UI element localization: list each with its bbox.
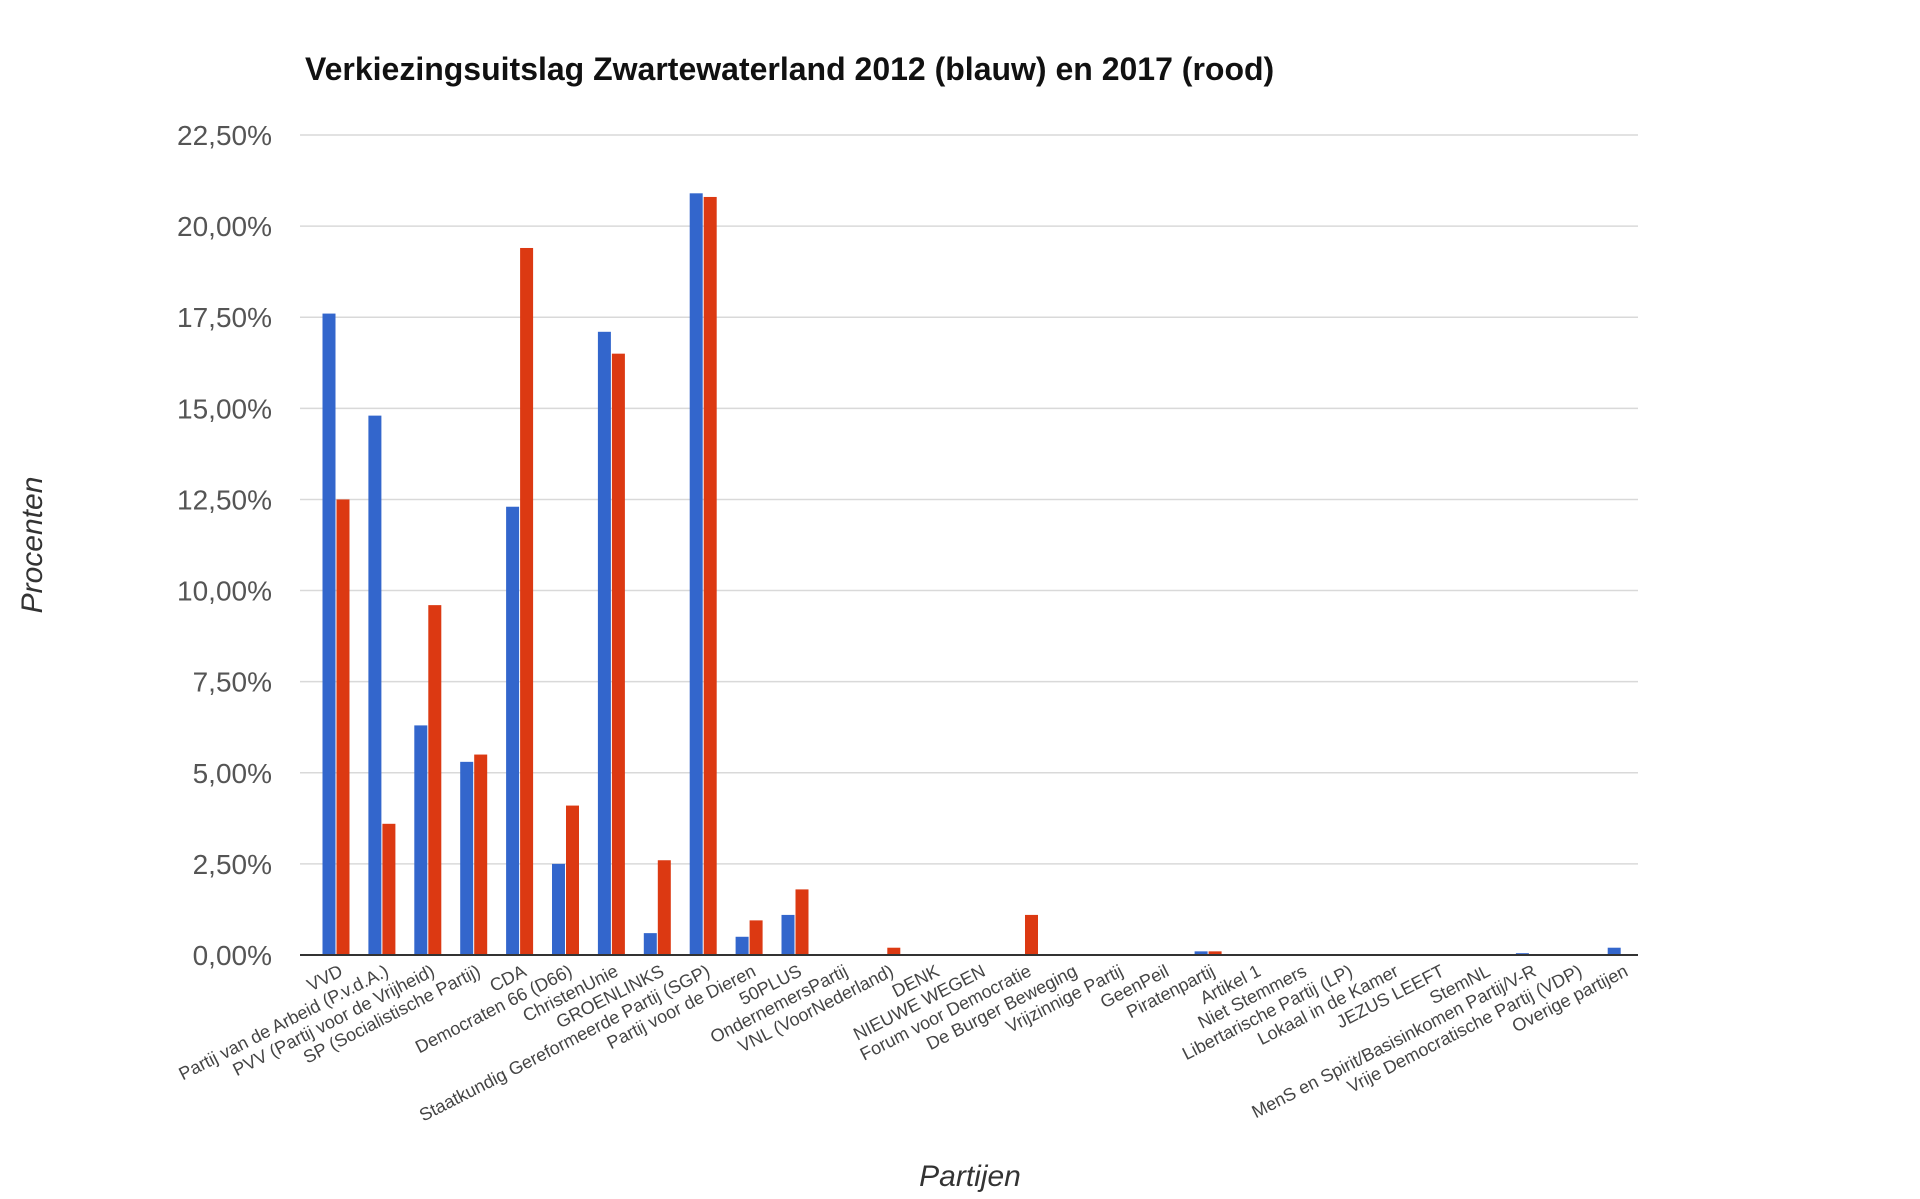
bar-2017[interactable] [1208,951,1222,955]
bar-2017[interactable] [428,605,442,955]
bar-2012[interactable] [1194,951,1208,955]
y-tick-label: 7,50% [193,667,272,698]
y-axis-title: Procenten [16,477,49,614]
x-axis-title: Partijen [919,1160,1021,1193]
bar-2017[interactable] [611,353,625,956]
bar-2012[interactable] [460,761,474,955]
bar-2012[interactable] [368,415,382,956]
bar-2012[interactable] [1607,947,1621,955]
bar-2012[interactable] [689,193,703,956]
bar-2017[interactable] [336,499,350,955]
y-axis-tick-labels: 0,00% 2,50% 5,00% 7,50% 10,00% 12,50% 15,00% 17… [177,120,272,971]
bar-2017[interactable] [566,805,579,955]
y-tick-label: 15,00% [177,393,272,424]
y-tick-label: 22,50% [177,120,272,151]
bar-2017[interactable] [520,247,534,955]
chart-title: Verkiezingsuitslag Zwartewaterland 2012 … [305,51,1274,87]
bar-2017[interactable] [887,947,901,955]
bar-2012[interactable] [643,933,657,955]
y-tick-label: 12,50% [177,484,272,515]
bar-2012[interactable] [322,313,336,956]
bar-2017[interactable] [795,889,809,955]
bar-2012[interactable] [414,725,428,955]
bar-2012[interactable] [781,914,795,955]
bar-2012[interactable] [597,331,611,955]
bars [322,193,1621,956]
y-tick-label: 20,00% [177,211,272,242]
bar-2012[interactable] [506,506,520,955]
bar-2012[interactable] [735,936,749,955]
bar-2017[interactable] [703,196,717,955]
y-tick-label: 5,00% [193,758,272,789]
bar-2017[interactable] [382,823,396,955]
bar-2017[interactable] [1025,914,1038,955]
gridlines [300,134,1638,865]
y-tick-label: 2,50% [193,849,272,880]
bar-2017[interactable] [474,754,488,955]
y-tick-label: 17,50% [177,302,272,333]
y-tick-label: 10,00% [177,576,272,607]
bar-2012[interactable] [552,863,565,955]
bar-2017[interactable] [657,860,671,955]
bar-2017[interactable] [749,920,763,955]
y-tick-label: 0,00% [193,940,272,971]
